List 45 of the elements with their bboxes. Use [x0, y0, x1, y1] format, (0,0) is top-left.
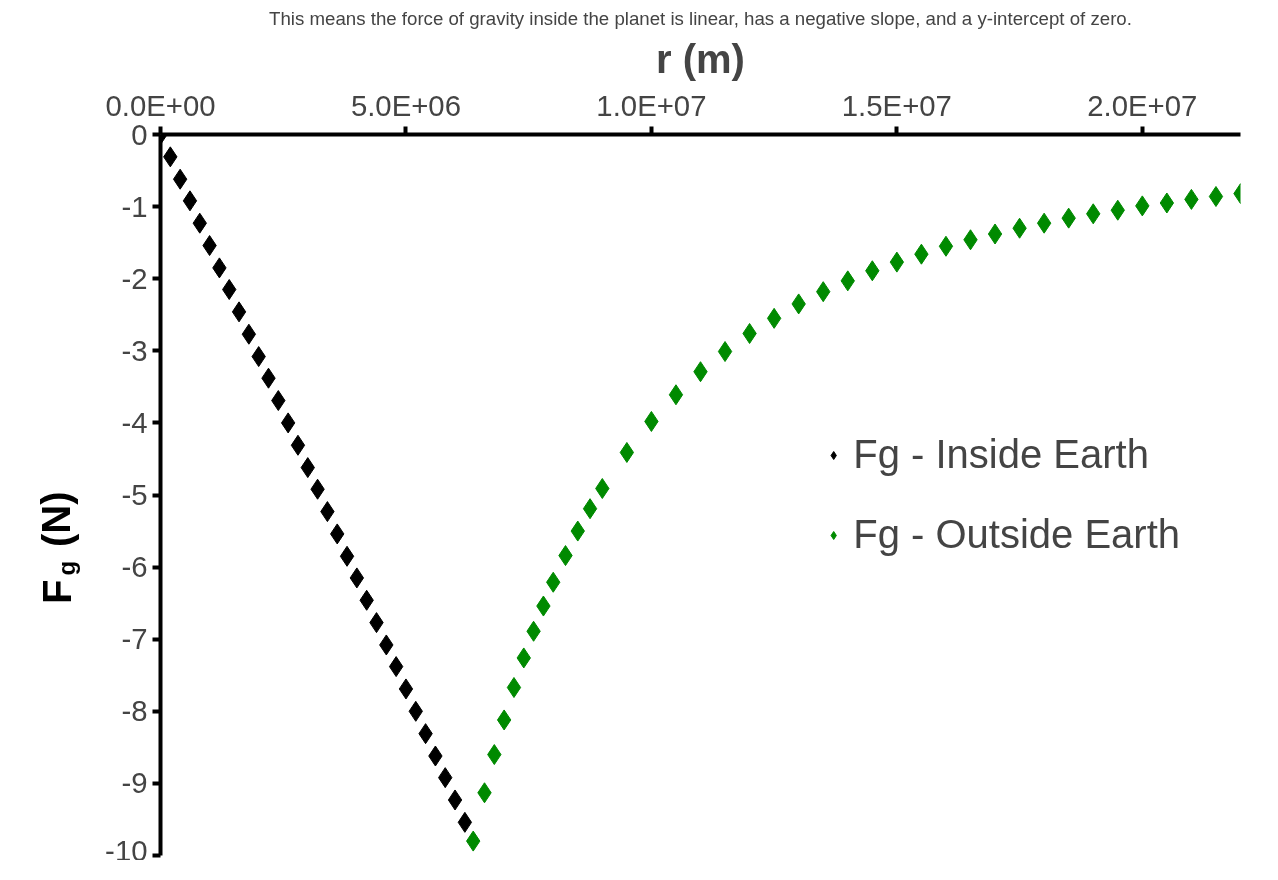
point: [506, 677, 522, 699]
x-tick-label: 1.0E+07: [596, 88, 707, 122]
y-tick-label: -7: [121, 622, 148, 656]
x-axis-title: r (m): [656, 36, 745, 81]
point: [280, 412, 296, 434]
point: [766, 307, 782, 329]
point: [241, 323, 257, 345]
y-tick-label: -4: [121, 405, 148, 439]
point: [496, 709, 512, 731]
point: [619, 441, 635, 463]
point: [717, 341, 733, 363]
y-tick-label: -10: [105, 833, 148, 867]
x-tick-label: 5.0E+06: [350, 88, 462, 122]
point: [1036, 212, 1052, 234]
y-tick-label: -6: [121, 550, 148, 584]
y-tick-label: -8: [121, 694, 148, 728]
y-tick-label: -1: [121, 189, 148, 223]
point: [987, 223, 1003, 245]
point: [172, 168, 188, 190]
point: [1159, 192, 1175, 214]
point: [290, 434, 306, 456]
text: This means the force of gravity inside the planet is linear, has a negative slope, and a y-intercept of zero.: [269, 7, 1132, 29]
y-tick-label: -9: [121, 766, 148, 800]
point: [582, 498, 598, 520]
legend-label: Fg - Inside Earth: [853, 431, 1149, 478]
y-tick-label: -3: [121, 333, 148, 367]
point: [231, 301, 247, 323]
y-tick-label: -5: [121, 478, 148, 511]
y-tick-label: -2: [121, 261, 148, 295]
x-tick-label: 2.0E+07: [1087, 88, 1198, 122]
point: [339, 545, 355, 567]
x-tick-label: 1.5E+07: [841, 88, 952, 122]
legend-label: Fg - Outside Earth: [853, 511, 1180, 558]
point: [938, 235, 954, 257]
point: [457, 811, 473, 833]
point: [1208, 186, 1224, 208]
point: [182, 190, 198, 212]
point: [742, 323, 757, 344]
point: [388, 656, 404, 678]
point: [447, 789, 463, 811]
point: [889, 251, 905, 273]
y-axis-title: Fg (N): [34, 491, 80, 604]
point: [668, 384, 684, 406]
point: [398, 678, 414, 700]
point: [349, 567, 365, 589]
